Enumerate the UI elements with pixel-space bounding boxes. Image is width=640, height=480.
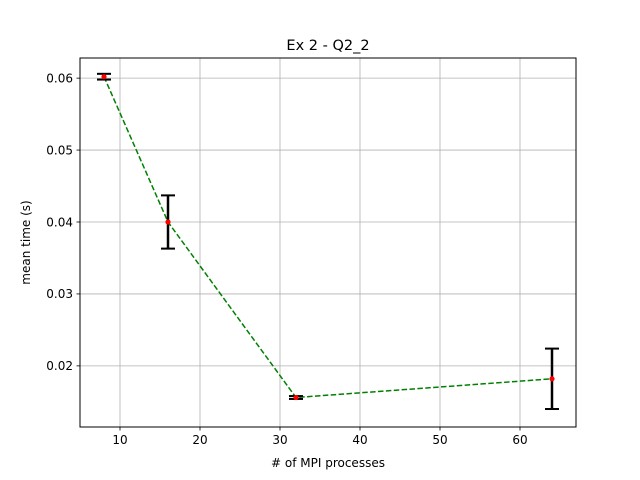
y-tick-label: 0.05 xyxy=(46,143,73,157)
x-tick-label: 60 xyxy=(512,433,527,447)
y-tick-label: 0.04 xyxy=(46,215,73,229)
series-layer xyxy=(97,72,559,411)
plot-frame xyxy=(79,57,577,428)
data-point xyxy=(293,394,299,401)
data-point xyxy=(165,219,171,225)
y-tick-label: 0.02 xyxy=(46,359,73,373)
x-tick-label: 10 xyxy=(112,433,127,447)
x-tick-label: 30 xyxy=(272,433,287,447)
data-point xyxy=(101,74,107,80)
ticks: 10 20 30 40 50 60 0.02 0.03 0.04 0.05 0.06 xyxy=(46,71,527,447)
x-axis-label: # of MPI processes xyxy=(271,456,385,470)
y-tick-label: 0.03 xyxy=(46,287,73,301)
x-tick-label: 50 xyxy=(432,433,447,447)
y-axis-label: mean time (s) xyxy=(19,200,33,284)
y-tick-label: 0.06 xyxy=(46,71,73,85)
data-point xyxy=(549,376,555,382)
x-tick-label: 40 xyxy=(352,433,367,447)
grid xyxy=(80,58,576,427)
x-tick-label: 20 xyxy=(192,433,207,447)
series-line xyxy=(103,76,553,399)
chart-title: Ex 2 - Q2_2 xyxy=(286,38,369,54)
